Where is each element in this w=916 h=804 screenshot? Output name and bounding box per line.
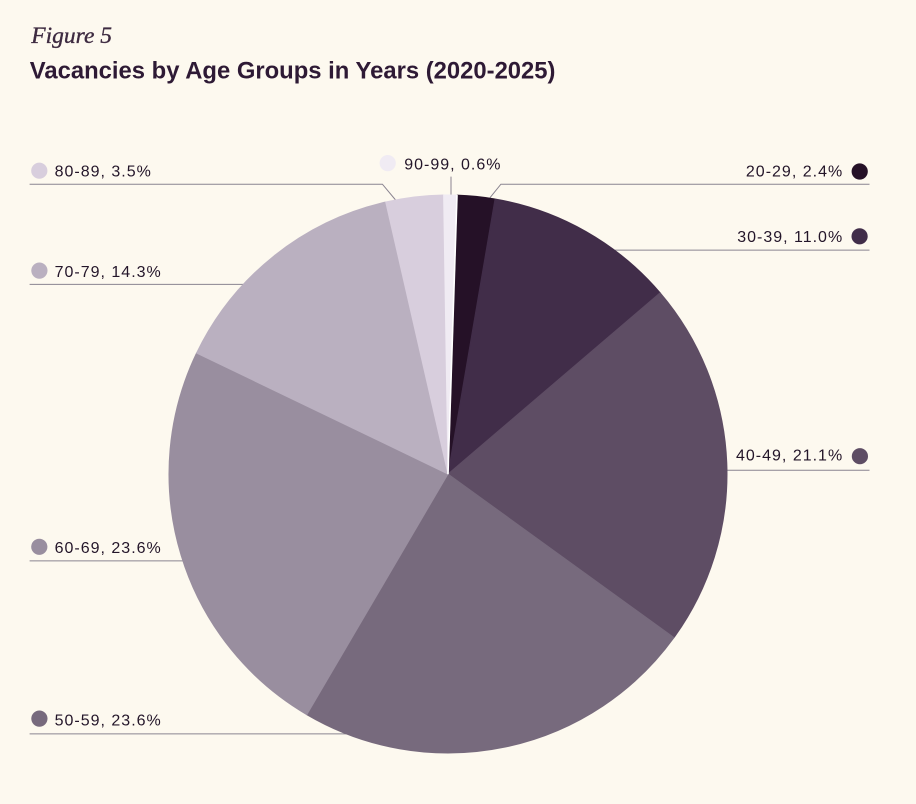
svg-text:50-59, 23.6%: 50-59, 23.6%	[55, 713, 162, 730]
svg-text:90-99, 0.6%: 90-99, 0.6%	[404, 157, 501, 174]
svg-text:70-79, 14.3%: 70-79, 14.3%	[55, 264, 162, 281]
svg-text:Vacancies by Age Groups in Yea: Vacancies by Age Groups in Years (2020-2…	[30, 57, 556, 84]
svg-text:60-69, 23.6%: 60-69, 23.6%	[55, 540, 162, 557]
svg-text:80-89, 3.5%: 80-89, 3.5%	[55, 164, 152, 181]
svg-text:40-49, 21.1%: 40-49, 21.1%	[736, 448, 843, 465]
svg-text:Figure 5: Figure 5	[30, 23, 112, 49]
svg-text:20-29, 2.4%: 20-29, 2.4%	[746, 164, 843, 181]
svg-text:30-39, 11.0%: 30-39, 11.0%	[737, 229, 843, 246]
